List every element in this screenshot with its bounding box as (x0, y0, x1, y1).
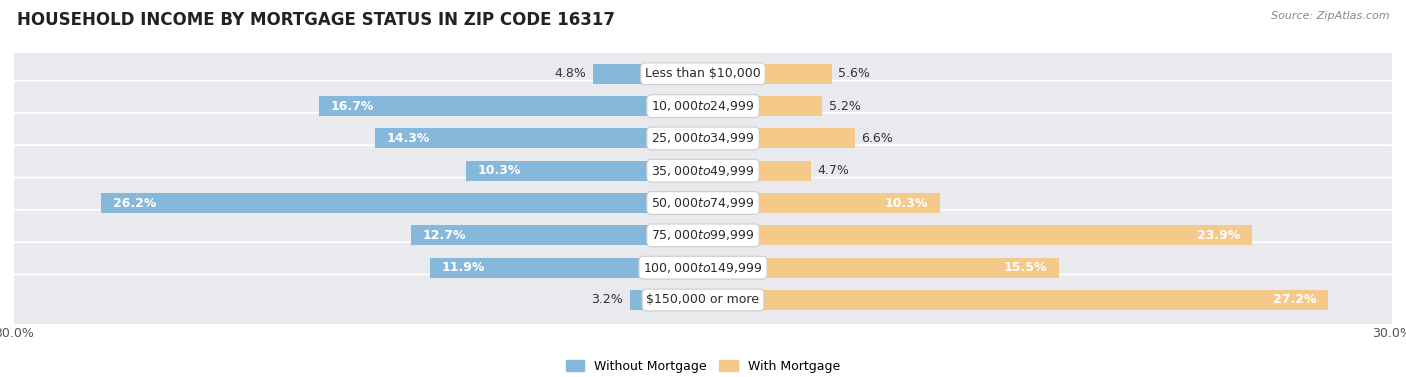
FancyBboxPatch shape (10, 210, 1396, 261)
Text: 23.9%: 23.9% (1197, 229, 1240, 242)
Bar (703, 225, 1251, 245)
Text: $100,000 to $149,999: $100,000 to $149,999 (644, 261, 762, 275)
Text: $150,000 or more: $150,000 or more (647, 293, 759, 307)
Text: 5.2%: 5.2% (830, 100, 862, 113)
Text: 15.5%: 15.5% (1004, 261, 1047, 274)
Bar (703, 129, 855, 149)
Text: $10,000 to $24,999: $10,000 to $24,999 (651, 99, 755, 113)
Bar (703, 161, 811, 181)
Bar (703, 96, 823, 116)
Text: Less than $10,000: Less than $10,000 (645, 67, 761, 80)
Bar (593, 64, 703, 84)
FancyBboxPatch shape (10, 113, 1396, 164)
Legend: Without Mortgage, With Mortgage: Without Mortgage, With Mortgage (561, 355, 845, 377)
Bar (319, 96, 703, 116)
Text: 11.9%: 11.9% (441, 261, 485, 274)
Text: 5.6%: 5.6% (838, 67, 870, 80)
FancyBboxPatch shape (10, 81, 1396, 132)
Bar (412, 225, 703, 245)
Text: 6.6%: 6.6% (862, 132, 893, 145)
Bar (703, 290, 1327, 310)
Bar (101, 193, 703, 213)
Text: $25,000 to $34,999: $25,000 to $34,999 (651, 132, 755, 146)
Bar (703, 193, 939, 213)
Text: Source: ZipAtlas.com: Source: ZipAtlas.com (1271, 11, 1389, 21)
Text: 27.2%: 27.2% (1272, 293, 1316, 307)
FancyBboxPatch shape (10, 48, 1396, 99)
Text: HOUSEHOLD INCOME BY MORTGAGE STATUS IN ZIP CODE 16317: HOUSEHOLD INCOME BY MORTGAGE STATUS IN Z… (17, 11, 614, 29)
FancyBboxPatch shape (10, 274, 1396, 325)
Bar (703, 257, 1059, 278)
Text: 26.2%: 26.2% (112, 196, 156, 210)
FancyBboxPatch shape (10, 178, 1396, 228)
Text: 10.3%: 10.3% (884, 196, 928, 210)
Text: 16.7%: 16.7% (330, 100, 374, 113)
FancyBboxPatch shape (10, 242, 1396, 293)
Text: $35,000 to $49,999: $35,000 to $49,999 (651, 164, 755, 178)
Text: 10.3%: 10.3% (478, 164, 522, 177)
FancyBboxPatch shape (10, 145, 1396, 196)
Text: 4.8%: 4.8% (554, 67, 586, 80)
Text: $50,000 to $74,999: $50,000 to $74,999 (651, 196, 755, 210)
Bar (374, 129, 703, 149)
Bar (467, 161, 703, 181)
Text: 14.3%: 14.3% (387, 132, 429, 145)
Bar (430, 257, 703, 278)
Text: 3.2%: 3.2% (591, 293, 623, 307)
Text: 4.7%: 4.7% (818, 164, 849, 177)
Bar (630, 290, 703, 310)
Bar (703, 64, 831, 84)
Text: 12.7%: 12.7% (423, 229, 467, 242)
Text: $75,000 to $99,999: $75,000 to $99,999 (651, 228, 755, 242)
